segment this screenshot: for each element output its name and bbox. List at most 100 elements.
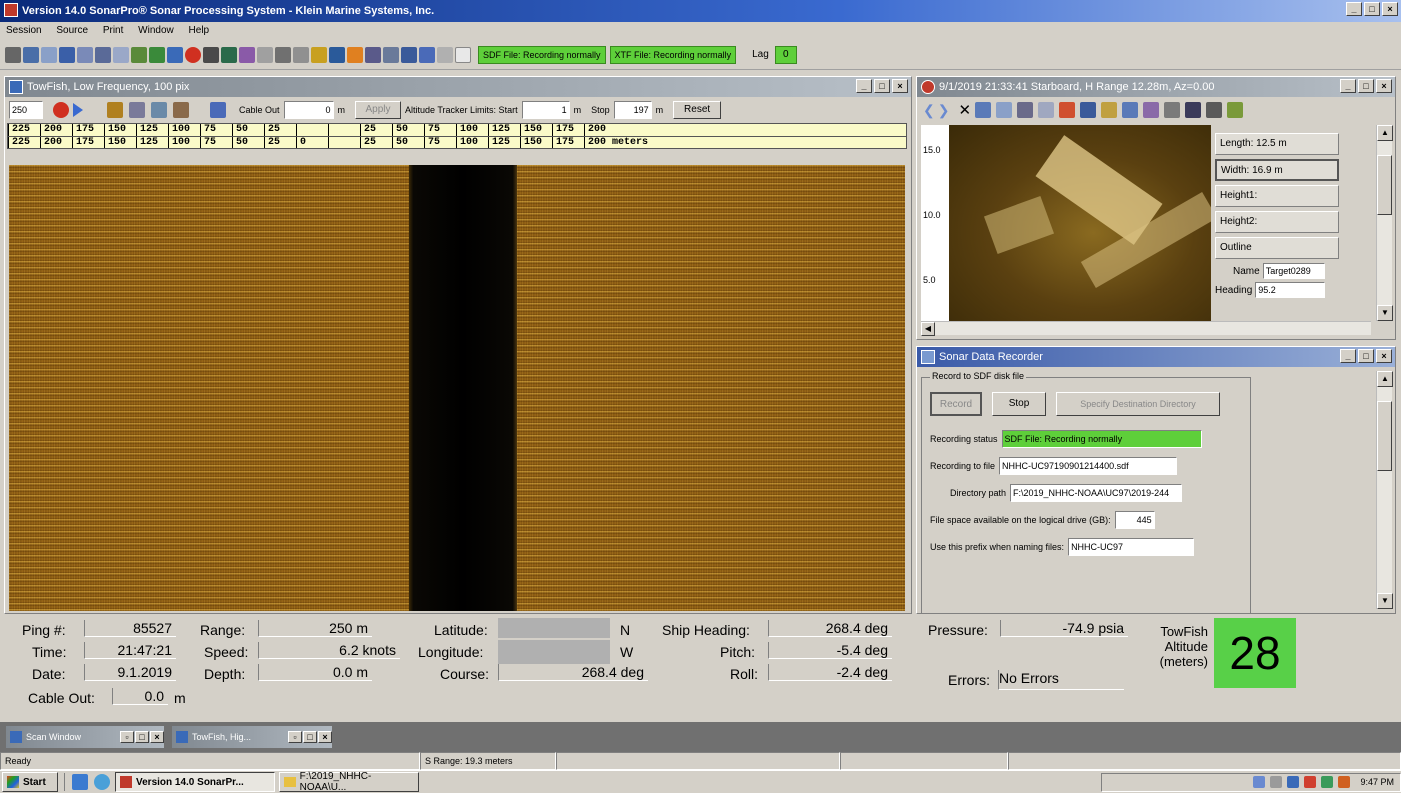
menu-window[interactable]: Window	[138, 25, 174, 36]
tray-icon[interactable]	[1338, 776, 1351, 788]
measure-icon[interactable]	[1101, 102, 1118, 118]
restore-button[interactable]: ▫	[288, 731, 302, 743]
target-snapshot-image[interactable]	[949, 125, 1211, 321]
start-button[interactable]: Start	[2, 772, 58, 792]
speaker-icon[interactable]	[293, 46, 309, 63]
print-icon[interactable]	[5, 46, 21, 63]
menu-help[interactable]: Help	[188, 25, 210, 36]
task-explorer[interactable]: F:\2019_NHHC-NOAA\U...	[279, 771, 419, 793]
map-icon[interactable]	[131, 46, 147, 63]
dv-icon[interactable]	[365, 46, 381, 63]
report-icon[interactable]	[383, 46, 399, 63]
height2-button[interactable]: Height2:	[1215, 211, 1339, 233]
target-close-button[interactable]: ×	[1376, 79, 1392, 93]
forward-icon[interactable]: ❯	[937, 101, 950, 118]
menu-session[interactable]: Session	[6, 25, 42, 36]
specify-directory-button[interactable]: Specify Destination Directory	[1056, 392, 1220, 416]
play-icon[interactable]	[73, 103, 83, 117]
grid-icon[interactable]	[151, 102, 167, 118]
directory-path-field[interactable]: F:\2019_NHHC-NOAA\UC97\2019-244	[1010, 484, 1183, 502]
network-icon[interactable]	[1253, 776, 1266, 788]
table-icon[interactable]	[1080, 102, 1097, 118]
target-name-input[interactable]: Target0289	[1262, 263, 1325, 279]
save-icon[interactable]	[1185, 102, 1202, 118]
tray-icon[interactable]	[1287, 776, 1300, 788]
connect-icon[interactable]	[23, 46, 39, 63]
stop-button[interactable]: Stop	[992, 392, 1046, 416]
chart-icon[interactable]	[149, 46, 165, 63]
back-icon[interactable]: ❮	[923, 101, 935, 118]
recorder-maximize-button[interactable]: □	[1358, 349, 1374, 363]
height1-button[interactable]: Height1:	[1215, 185, 1339, 207]
towfish-high-minimized[interactable]: TowFish, Hig... ▫ □ ×	[172, 726, 332, 748]
starboard-channel[interactable]	[517, 165, 905, 611]
scroll-down-arrow[interactable]: ▼	[1377, 593, 1393, 609]
palette-icon[interactable]	[107, 102, 123, 118]
recorder-close-button[interactable]: ×	[1376, 349, 1392, 363]
menu-source[interactable]: Source	[56, 25, 89, 36]
tray-icon[interactable]	[1321, 776, 1334, 788]
cable-out-input[interactable]: 0	[283, 101, 334, 119]
volume-icon[interactable]	[1270, 776, 1283, 788]
export-icon[interactable]	[1206, 102, 1223, 118]
target-icon[interactable]	[347, 46, 363, 63]
zoom-out-icon[interactable]	[996, 102, 1013, 118]
range-select[interactable]: 250	[9, 101, 43, 119]
stop-record-icon[interactable]	[53, 102, 69, 118]
axis-icon[interactable]	[1122, 102, 1139, 118]
settings-icon[interactable]	[173, 102, 189, 118]
layout-icon[interactable]	[77, 46, 93, 63]
width-button[interactable]: Width: 16.9 m	[1215, 159, 1339, 181]
recording-file-field[interactable]: NHHC-UC97190901214400.sdf	[999, 457, 1178, 475]
start-input[interactable]: 1	[521, 101, 570, 119]
table-icon[interactable]	[401, 46, 417, 63]
sonar-icon[interactable]	[203, 46, 219, 63]
target-scrollbar[interactable]: ▲ ▼	[1376, 125, 1393, 321]
reset-button[interactable]: Reset	[673, 101, 722, 119]
filter-icon[interactable]	[129, 102, 145, 118]
tray-icon[interactable]	[1304, 776, 1317, 788]
prefix-field[interactable]: NHHC-UC97	[1068, 538, 1195, 556]
scroll-up-arrow[interactable]: ▲	[1377, 125, 1393, 141]
minimize-button[interactable]: _	[1346, 2, 1362, 16]
apply-button[interactable]: Apply	[355, 101, 402, 119]
port-channel[interactable]	[9, 165, 409, 611]
towfish-minimize-button[interactable]: _	[856, 79, 872, 93]
layers-icon[interactable]	[210, 102, 226, 118]
recorder-minimize-button[interactable]: _	[1340, 349, 1356, 363]
matrix-icon[interactable]	[329, 46, 345, 63]
outline-button[interactable]: Outline	[1215, 237, 1339, 259]
desktop-icon[interactable]	[72, 774, 88, 790]
browser-icon[interactable]	[94, 774, 110, 790]
scroll-thumb[interactable]	[1377, 155, 1392, 215]
close-button[interactable]: ×	[1382, 2, 1398, 16]
copy-icon[interactable]	[1227, 102, 1244, 118]
recorder-scrollbar[interactable]: ▲ ▼	[1376, 371, 1393, 609]
copy-icon[interactable]	[419, 46, 435, 63]
menu-print[interactable]: Print	[102, 25, 124, 36]
length-button[interactable]: Length: 12.5 m	[1215, 133, 1339, 155]
scroll-left-arrow[interactable]: ◀	[921, 322, 935, 336]
grid-icon[interactable]	[59, 46, 75, 63]
target-heading-input[interactable]: 95.2	[1255, 282, 1326, 298]
scroll-thumb[interactable]	[1377, 401, 1392, 471]
scroll-down-arrow[interactable]: ▼	[1377, 305, 1393, 321]
monitor-icon[interactable]	[167, 46, 183, 63]
maximize-button[interactable]: □	[1364, 2, 1380, 16]
task-sonarpro[interactable]: Version 14.0 SonarPr...	[115, 772, 275, 792]
close-button[interactable]: ×	[150, 731, 164, 743]
arrow-icon[interactable]	[275, 46, 291, 63]
panel-icon[interactable]	[113, 46, 129, 63]
sonar-waterfall[interactable]	[9, 165, 905, 611]
rotate-icon[interactable]	[1164, 102, 1181, 118]
maximize-button[interactable]: □	[303, 731, 317, 743]
towfish-maximize-button[interactable]: □	[874, 79, 890, 93]
restore-button[interactable]: ▫	[120, 731, 134, 743]
disk-icon[interactable]	[437, 46, 453, 63]
towfish-close-button[interactable]: ×	[892, 79, 908, 93]
nav-icon[interactable]	[221, 46, 237, 63]
delete-icon[interactable]: ✕	[958, 102, 972, 119]
maximize-button[interactable]: □	[135, 731, 149, 743]
marker-icon[interactable]	[1059, 102, 1076, 118]
target-maximize-button[interactable]: □	[1358, 79, 1374, 93]
